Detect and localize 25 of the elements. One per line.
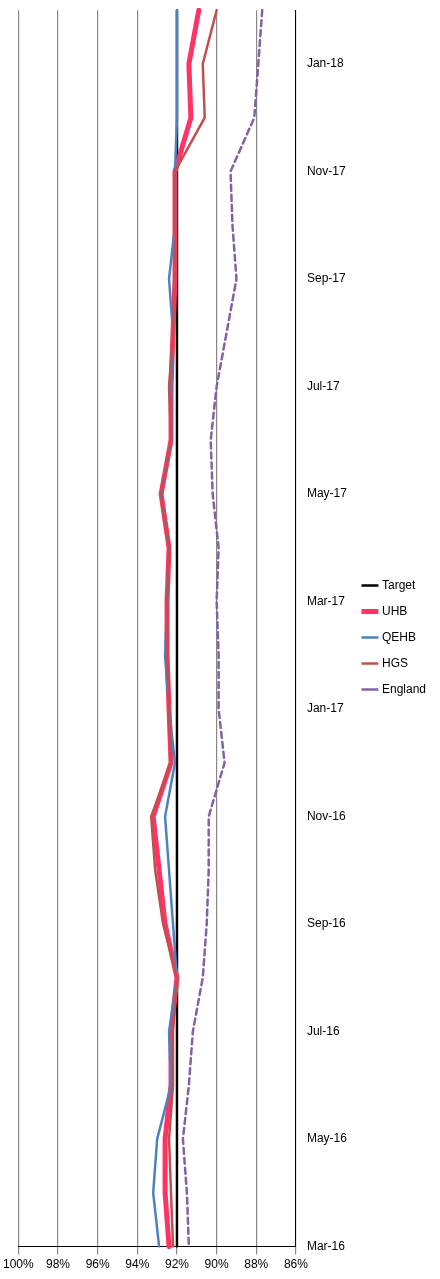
y-tick-label: Jan-18	[306, 56, 344, 71]
x-tick-label: 90%	[204, 1257, 229, 1272]
y-tick-label: Nov-17	[306, 163, 346, 178]
legend-label: HGS	[381, 655, 408, 670]
x-tick-label: 96%	[85, 1257, 110, 1272]
x-tick-label: 100%	[2, 1257, 35, 1272]
x-tick-label: 86%	[283, 1257, 309, 1272]
legend-label: Target	[381, 577, 416, 592]
y-tick-label: Sep-16	[306, 916, 346, 931]
legend-label: England	[381, 681, 427, 696]
y-tick-label: Mar-16	[306, 1238, 346, 1253]
x-tick-label: 94%	[125, 1257, 150, 1272]
y-tick-label: May-17	[306, 486, 348, 501]
y-tick-label: Jul-17	[306, 378, 340, 393]
x-tick-label: 88%	[244, 1257, 269, 1272]
y-tick-label: Jan-17	[306, 701, 344, 716]
y-tick-label: Jul-16	[306, 1023, 340, 1038]
legend-label: QEHB	[381, 629, 416, 644]
y-tick-label: Sep-17	[306, 271, 346, 286]
x-tick-label: 92%	[164, 1257, 190, 1272]
y-tick-label: May-16	[306, 1131, 348, 1146]
legend-label: UHB	[381, 603, 408, 618]
x-tick-label: 98%	[45, 1257, 71, 1272]
y-tick-label: Nov-16	[306, 808, 346, 823]
y-tick-label: Mar-17	[306, 593, 346, 608]
